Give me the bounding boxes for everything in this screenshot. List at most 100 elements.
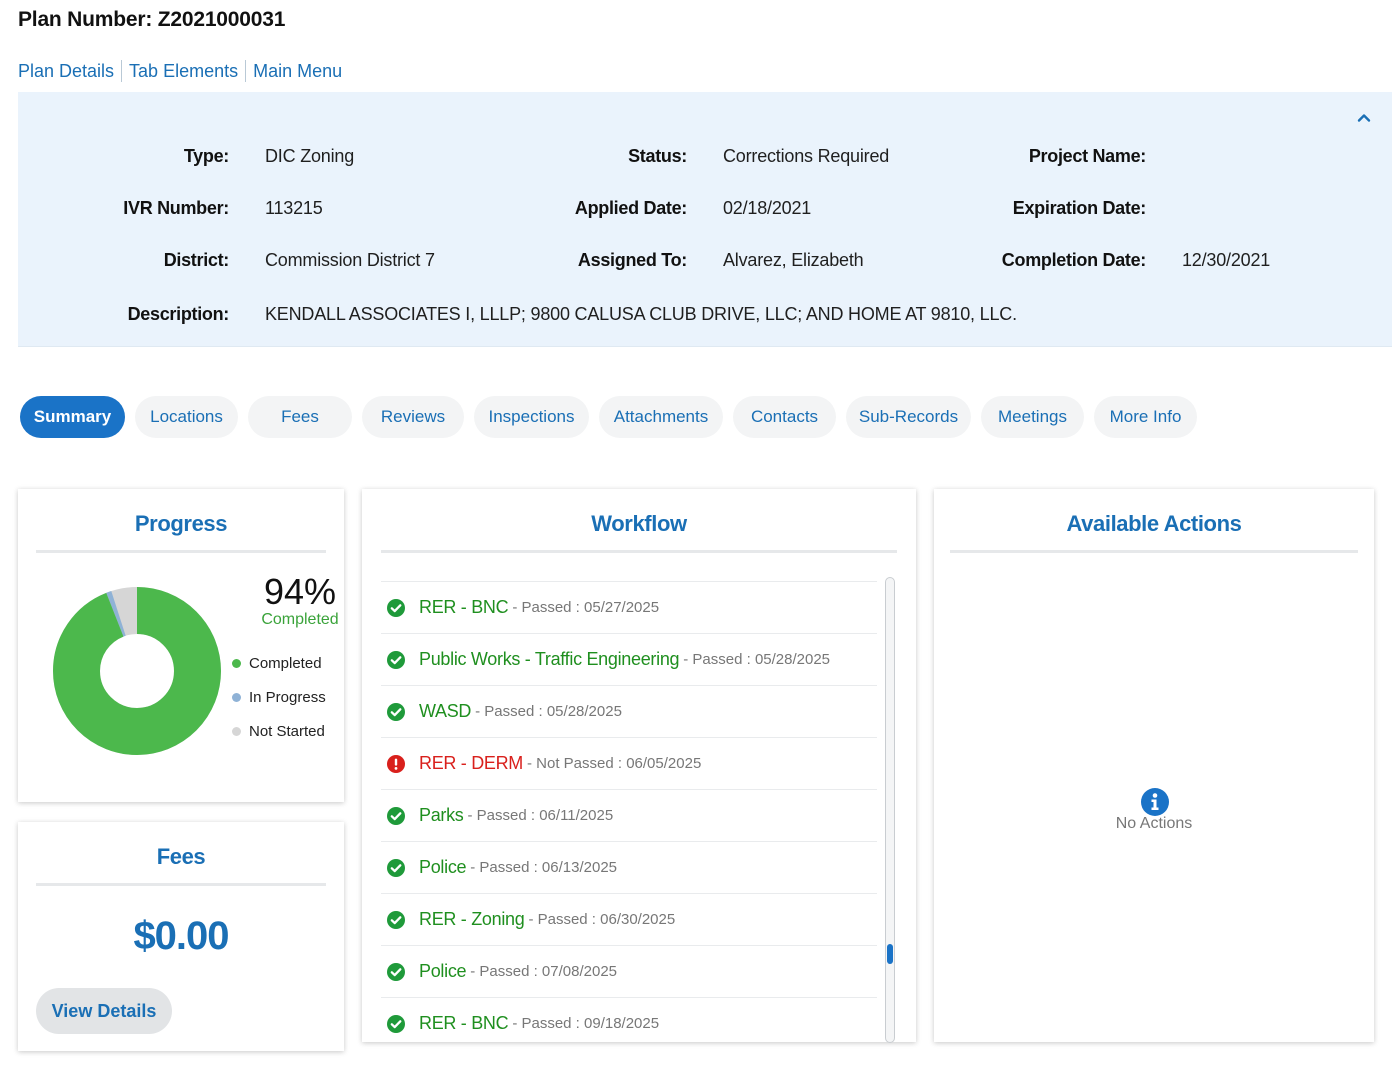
check-circle-icon xyxy=(387,702,405,721)
plan-title: Plan Number: Z2021000031 xyxy=(18,8,286,31)
top-links: Plan Details Tab Elements Main Menu xyxy=(18,60,342,82)
status-label: Status: xyxy=(628,146,687,166)
workflow-item[interactable]: RER - Zoning - Passed : 06/30/2025 xyxy=(381,893,877,945)
workflow-item[interactable]: Police - Passed : 06/13/2025 xyxy=(381,841,877,893)
progress-percent: 94% xyxy=(263,571,337,612)
district-value: Commission District 7 xyxy=(265,250,435,270)
applied-date-label: Applied Date: xyxy=(574,198,687,218)
workflow-item-name: Police xyxy=(419,857,467,877)
type-label: Type: xyxy=(183,146,229,166)
workflow-item-status: - Passed : 05/28/2025 xyxy=(475,703,622,720)
link-separator xyxy=(245,60,247,82)
workflow-list: RER - BNC - Passed : 05/27/2025 Public Wor… xyxy=(381,581,877,1049)
workflow-scrollbar[interactable] xyxy=(885,577,895,1043)
check-circle-icon xyxy=(387,598,405,617)
plan-details-panel: Type: DIC Zoning Status: Corrections Req… xyxy=(18,92,1392,347)
progress-completed-caption: Completed xyxy=(261,611,339,628)
workflow-item-status: - Passed : 07/08/2025 xyxy=(470,963,618,980)
description-value: KENDALL ASSOCIATES I, LLLP; 9800 CALUSA … xyxy=(265,304,1017,324)
applied-date-value: 02/18/2021 xyxy=(723,198,812,218)
tab-fees[interactable]: Fees xyxy=(248,396,352,438)
district-label: District: xyxy=(163,250,230,270)
divider xyxy=(381,550,897,553)
workflow-item[interactable]: RER - DERM - Not Passed : 06/05/2025 xyxy=(381,737,877,789)
check-circle-icon xyxy=(387,858,405,877)
tab-sub-records[interactable]: Sub-Records xyxy=(846,396,971,438)
workflow-item-status: - Passed : 06/13/2025 xyxy=(470,859,618,876)
chevron-up-icon[interactable] xyxy=(1356,110,1372,126)
workflow-item-status: - Not Passed : 06/05/2025 xyxy=(527,755,702,772)
workflow-item[interactable]: RER - BNC - Passed : 05/27/2025 xyxy=(381,581,877,633)
progress-donut-chart xyxy=(53,587,221,755)
divider xyxy=(950,550,1358,553)
tab-reviews[interactable]: Reviews xyxy=(362,396,464,438)
check-circle-icon xyxy=(387,650,405,669)
link-tab-elements[interactable]: Tab Elements xyxy=(129,60,239,81)
assigned-to-label: Assigned To: xyxy=(577,250,687,270)
legend-label: In Progress xyxy=(249,689,326,706)
link-main-menu[interactable]: Main Menu xyxy=(253,60,343,81)
workflow-item-name: RER - BNC xyxy=(419,1013,509,1033)
assigned-to-value: Alvarez, Elizabeth xyxy=(723,250,864,270)
fees-title: Fees xyxy=(156,844,206,869)
workflow-item-name: RER - BNC xyxy=(419,597,509,617)
workflow-card: Workflow RER - BNC - Passed : 05/27/2025 P… xyxy=(362,489,916,1043)
legend-label: Not Started xyxy=(249,723,325,740)
tab-locations[interactable]: Locations xyxy=(135,396,238,438)
tab-contacts[interactable]: Contacts xyxy=(733,396,836,438)
workflow-item-name: Police xyxy=(419,961,467,981)
check-circle-icon xyxy=(387,910,405,929)
divider xyxy=(36,883,326,886)
workflow-item-status: - Passed : 06/11/2025 xyxy=(467,807,614,824)
workflow-item-status: - Passed : 06/30/2025 xyxy=(528,911,676,928)
check-circle-icon xyxy=(387,1014,405,1033)
workflow-title: Workflow xyxy=(591,511,687,536)
available-actions-card: Available Actions No Actions xyxy=(934,489,1374,1042)
progress-card: Progress 94% Completed Completed In Prog… xyxy=(18,489,344,802)
tab-attachments[interactable]: Attachments xyxy=(599,396,723,438)
workflow-item-status: - Passed : 05/28/2025 xyxy=(683,651,831,668)
completion-date-value: 12/30/2021 xyxy=(1182,250,1271,270)
fees-card: Fees $0.00 View Details xyxy=(18,822,344,1051)
workflow-item-name: WASD xyxy=(419,701,472,721)
tab-meetings[interactable]: Meetings xyxy=(981,396,1084,438)
link-plan-details[interactable]: Plan Details xyxy=(18,60,115,81)
status-value: Corrections Required xyxy=(723,146,890,166)
check-circle-icon xyxy=(387,962,405,981)
legend-in-progress: In Progress xyxy=(232,689,326,706)
legend-dot-completed xyxy=(232,659,241,668)
no-actions-text: No Actions xyxy=(1115,815,1193,832)
available-actions-title: Available Actions xyxy=(1066,511,1242,536)
description-label: Description: xyxy=(127,304,230,324)
legend-dot-in-progress xyxy=(232,693,241,702)
workflow-item[interactable]: WASD - Passed : 05/28/2025 xyxy=(381,685,877,737)
view-details-button[interactable]: View Details xyxy=(36,988,172,1034)
progress-title: Progress xyxy=(134,511,228,536)
ivr-number-value: 113215 xyxy=(265,198,323,218)
legend-label: Completed xyxy=(249,655,322,672)
link-separator xyxy=(121,60,123,82)
scrollbar-thumb[interactable] xyxy=(887,944,893,964)
workflow-item[interactable]: Police - Passed : 07/08/2025 xyxy=(381,945,877,997)
tab-more-info[interactable]: More Info xyxy=(1094,396,1197,438)
completion-date-label: Completion Date: xyxy=(1001,250,1147,270)
tab-bar: Summary Locations Fees Reviews Inspectio… xyxy=(20,396,1207,438)
fee-amount: $0.00 xyxy=(133,914,229,958)
tab-inspections[interactable]: Inspections xyxy=(474,396,589,438)
workflow-item[interactable]: Public Works - Traffic Engineering - Pass… xyxy=(381,633,877,685)
type-value: DIC Zoning xyxy=(265,146,355,166)
info-icon xyxy=(1141,788,1169,816)
expiration-date-label: Expiration Date: xyxy=(1012,198,1147,218)
legend-dot-not-started xyxy=(232,727,241,736)
legend-not-started: Not Started xyxy=(232,723,325,740)
workflow-item-status: - Passed : 09/18/2025 xyxy=(512,1015,660,1032)
workflow-item[interactable]: Parks - Passed : 06/11/2025 xyxy=(381,789,877,841)
workflow-item-name: Parks xyxy=(419,805,464,825)
workflow-item-name: RER - Zoning xyxy=(419,909,525,929)
workflow-item-name: Public Works - Traffic Engineering xyxy=(419,649,680,669)
check-circle-icon xyxy=(387,806,405,825)
legend-completed: Completed xyxy=(232,655,322,672)
project-name-label: Project Name: xyxy=(1028,146,1146,166)
tab-summary[interactable]: Summary xyxy=(20,396,125,438)
workflow-item[interactable]: RER - BNC - Passed : 09/18/2025 xyxy=(381,997,877,1049)
